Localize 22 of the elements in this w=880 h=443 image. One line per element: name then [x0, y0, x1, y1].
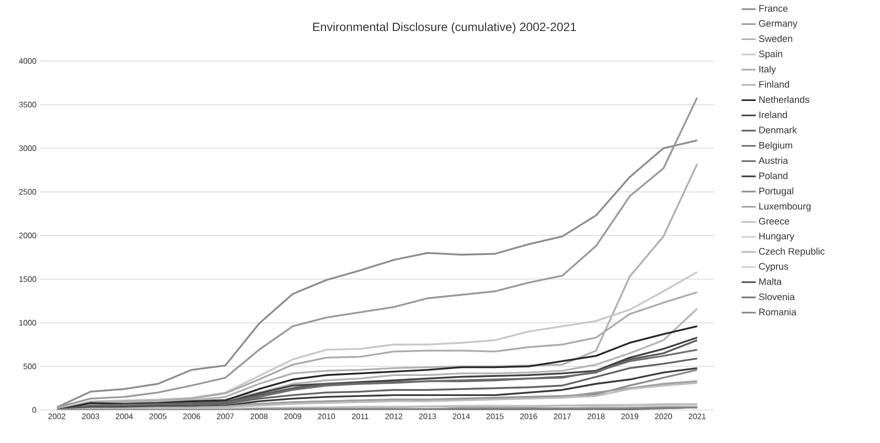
legend-label: Belgium — [759, 142, 792, 151]
legend-label: Portugal — [759, 187, 794, 196]
legend-label: France — [759, 5, 788, 12]
legend-label: Austria — [758, 156, 788, 164]
legend-label: Spain — [758, 50, 782, 60]
legend-label: Germany — [759, 20, 798, 29]
legend-label: Cyprus — [759, 262, 788, 272]
legend-label: Italy — [759, 66, 776, 74]
legend-label: Ireland — [759, 111, 787, 118]
legend-label: Finland — [759, 80, 789, 88]
legend-label: Malta — [759, 278, 782, 285]
legend-label: Netherlands — [759, 96, 810, 103]
legend-label: Sweden — [758, 35, 792, 42]
legend-label: Luxembourg — [759, 202, 811, 212]
legend-label: Hungary — [759, 232, 794, 242]
legend-label: Romania — [759, 308, 796, 316]
legend-label: Poland — [759, 172, 788, 180]
legend-label: Slovenia — [758, 293, 795, 300]
legend-label: Denmark — [759, 126, 797, 134]
legend-label: Greece — [759, 218, 790, 225]
legend-label: Czech Republic — [759, 248, 825, 257]
chart-title: Environmental Disclosure (cumulative) 2002-2021 — [313, 22, 576, 34]
